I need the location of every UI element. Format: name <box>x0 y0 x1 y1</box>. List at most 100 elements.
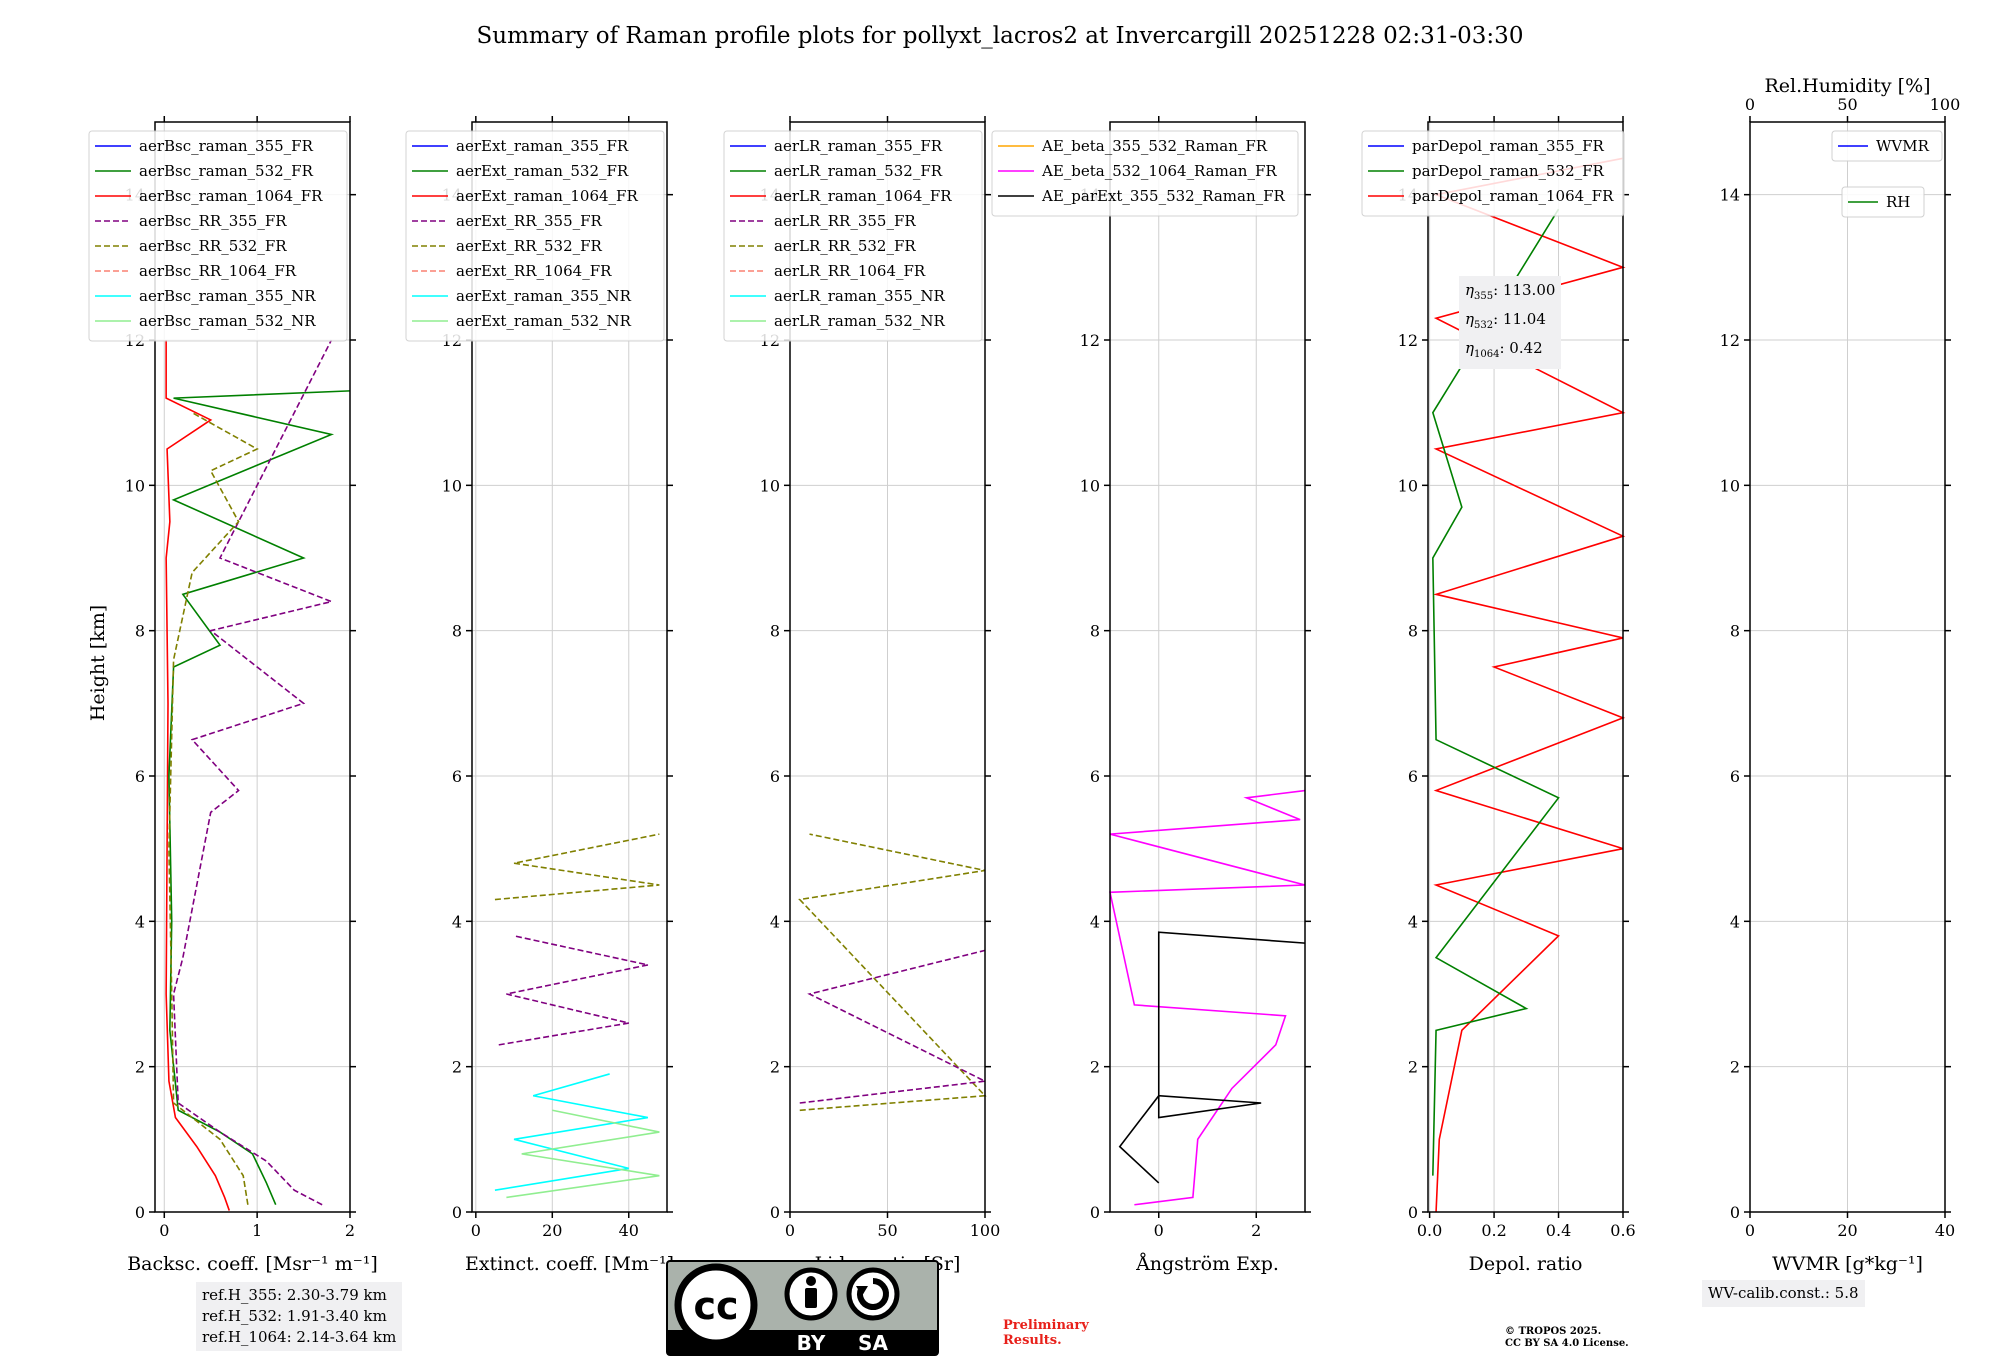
legend-box <box>405 130 665 342</box>
legend-box <box>991 130 1299 217</box>
ref-height-355: ref.H_355: 2.30-3.79 km <box>202 1286 387 1304</box>
x-axis-label: Ångström Exp. <box>1135 1253 1279 1275</box>
y-tick-label: 2 <box>1090 1058 1100 1077</box>
y-tick-label: 2 <box>1408 1058 1418 1077</box>
y-tick-label: 10 <box>1398 476 1418 495</box>
series-AE_parExt_355_532_Raman_FR <box>1118 931 1306 1184</box>
legend-label: aerLR_raman_355_NR <box>774 287 945 305</box>
x-tick-label: 0 <box>1154 1221 1164 1240</box>
y-tick-label: 2 <box>1730 1058 1740 1077</box>
y-tick-label: 10 <box>442 476 462 495</box>
legend-label: aerBsc_raman_355_FR <box>139 137 314 155</box>
legend-lr: aerLR_raman_355_FR aerLR_raman_532_FR aerL… <box>723 130 983 342</box>
panel-bsc: 02468101214012Backsc. coeff. [Msr⁻¹ m⁻¹]… <box>88 116 378 1275</box>
y-tick-label: 6 <box>770 767 780 786</box>
series-aerExt_raman_532_NR <box>506 1109 660 1199</box>
legend-label: parDepol_raman_532_FR <box>1412 162 1605 180</box>
legend-label: AE_beta_355_532_Raman_FR <box>1041 137 1268 155</box>
y-tick-label: 2 <box>770 1058 780 1077</box>
top-axis-label: Rel.Humidity [%] <box>1764 75 1930 97</box>
y-tick-label: 4 <box>1730 912 1740 931</box>
y-tick-label: 8 <box>1090 622 1100 641</box>
eta-1064: 0.42 <box>1509 339 1543 357</box>
legend-label: aerLR_RR_532_FR <box>774 237 916 255</box>
y-tick-label: 10 <box>125 476 145 495</box>
svg-text:cc: cc <box>693 1284 738 1328</box>
legend-label: aerLR_raman_1064_FR <box>774 187 952 205</box>
legend-box <box>1841 186 1925 218</box>
y-tick-label: 8 <box>135 622 145 641</box>
y-tick-label: 12 <box>1720 331 1740 350</box>
sa-icon <box>846 1267 900 1321</box>
x-tick-label: 100 <box>970 1221 1001 1240</box>
x-axis-label: Depol. ratio <box>1469 1253 1583 1275</box>
legend-label: parDepol_raman_355_FR <box>1412 137 1605 155</box>
x-tick-label: 0 <box>785 1221 795 1240</box>
x-tick-label: 0.4 <box>1546 1221 1571 1240</box>
y-tick-label: 6 <box>452 767 462 786</box>
legend-box <box>1361 130 1625 217</box>
tropos-copyright: © TROPOS 2025. CC BY SA 4.0 License. <box>1505 1326 1629 1349</box>
legend-bsc: aerBsc_raman_355_FR aerBsc_raman_532_FRae… <box>88 130 348 342</box>
y-tick-label: 2 <box>452 1058 462 1077</box>
legend-label: aerExt_raman_355_NR <box>456 287 632 305</box>
y-tick-label: 6 <box>1730 767 1740 786</box>
legend-label: aerBsc_RR_355_FR <box>139 212 287 230</box>
y-tick-label: 0 <box>770 1203 780 1222</box>
cc-by-sa-badge: cc BY SA <box>666 1260 939 1356</box>
y-tick-label: 8 <box>1408 622 1418 641</box>
legend-label: aerBsc_raman_1064_FR <box>139 187 323 205</box>
eta-box: η355: 113.00 η532: 11.04 η1064: 0.42 <box>1459 276 1562 369</box>
series-aerLR_RR_355_FR <box>799 949 988 1104</box>
legend-label: aerBsc_RR_532_FR <box>139 237 287 255</box>
y-tick-label: 6 <box>1408 767 1418 786</box>
y-tick-label: 0 <box>452 1203 462 1222</box>
panel-lr: 02468101214050100Lidar ratio [Sr]aerLR_r… <box>723 116 1001 1275</box>
axes-frame <box>1109 121 1306 1213</box>
legend-label: aerBsc_raman_532_FR <box>139 162 314 180</box>
x-tick-label: 0.2 <box>1481 1221 1506 1240</box>
x-axis-label: WVMR [g*kg⁻¹] <box>1772 1253 1923 1275</box>
x-tick-label: 40 <box>1935 1221 1955 1240</box>
x-tick-label: 0.6 <box>1610 1221 1635 1240</box>
x-tick-label: 40 <box>619 1221 639 1240</box>
legend-box <box>723 130 983 342</box>
y-tick-label: 0 <box>1730 1203 1740 1222</box>
legend-label: RH <box>1886 193 1910 211</box>
wv-calib-text: WV-calib.const.: 5.8 <box>1708 1284 1859 1302</box>
top-tick-label: 50 <box>1837 95 1857 114</box>
y-tick-label: 6 <box>135 767 145 786</box>
y-tick-label: 12 <box>1080 331 1100 350</box>
legend-label: AE_parExt_355_532_Raman_FR <box>1041 187 1286 205</box>
legend-label: aerBsc_raman_532_NR <box>139 312 316 330</box>
y-tick-label: 0 <box>135 1203 145 1222</box>
legend-ae: AE_beta_355_532_Raman_FR AE_beta_532_1064… <box>991 130 1299 217</box>
y-tick-label: 10 <box>1080 476 1100 495</box>
x-tick-label: 0 <box>159 1221 169 1240</box>
axes-frame <box>471 121 668 1213</box>
series-aerExt_raman_355_NR <box>494 1073 649 1191</box>
by-label: BY <box>797 1331 826 1355</box>
series-parDepol_raman_532_FR <box>1431 208 1560 1176</box>
top-tick-label: 100 <box>1930 95 1961 114</box>
y-tick-label: 4 <box>1090 912 1100 931</box>
y-tick-label: 0 <box>1408 1203 1418 1222</box>
x-tick-label: 1 <box>252 1221 262 1240</box>
y-tick-label: 8 <box>452 622 462 641</box>
y-tick-label: 0 <box>1090 1203 1100 1222</box>
eta-532: 11.04 <box>1502 310 1546 328</box>
series-aerLR_RR_532_FR <box>798 833 987 1112</box>
x-tick-label: 2 <box>1251 1221 1261 1240</box>
ref-height-1064: ref.H_1064: 2.14-3.64 km <box>202 1328 397 1346</box>
height-axis-label: Height [km] <box>87 605 109 721</box>
y-tick-label: 4 <box>1408 912 1418 931</box>
x-tick-label: 2 <box>345 1221 355 1240</box>
eta-355: 113.00 <box>1502 281 1556 299</box>
y-tick-label: 8 <box>770 622 780 641</box>
x-axis-label: Backsc. coeff. [Msr⁻¹ m⁻¹] <box>127 1253 378 1275</box>
legend-label: aerLR_RR_1064_FR <box>774 262 926 280</box>
x-tick-label: 0 <box>1745 1221 1755 1240</box>
series-aerExt_RR_532_FR <box>494 833 660 901</box>
legend-label: aerBsc_raman_355_NR <box>139 287 316 305</box>
